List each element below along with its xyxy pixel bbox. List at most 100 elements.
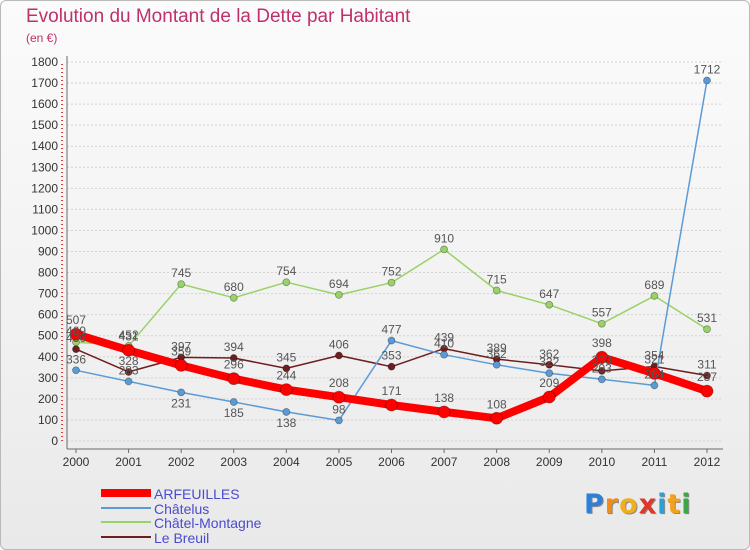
- data-label-arfeuilles: 431: [119, 329, 139, 343]
- data-label-chatel-montagne: 452: [119, 328, 139, 342]
- data-point-chatelus: [703, 76, 711, 85]
- data-label-chatelus: 322: [539, 355, 559, 369]
- y-tick-label: 400: [38, 350, 58, 364]
- data-label-chatelus: 138: [276, 416, 296, 430]
- data-point-chatelus: [177, 388, 186, 397]
- data-point-chatel-montagne: [597, 319, 606, 328]
- data-label-chatelus: 283: [119, 363, 139, 377]
- x-tick-label: 2004: [273, 455, 300, 469]
- x-tick-label: 2010: [588, 455, 615, 469]
- data-label-le-breuil: 389: [487, 341, 507, 355]
- y-tick-label: 0: [51, 434, 58, 448]
- data-point-arfeuilles: [279, 383, 293, 397]
- x-tick-label: 2012: [694, 455, 721, 469]
- data-point-chatel-montagne: [440, 245, 448, 254]
- data-point-arfeuilles: [122, 343, 135, 357]
- data-point-le-breuil: [72, 345, 80, 354]
- y-tick-label: 300: [38, 371, 58, 385]
- data-label-chatelus: 477: [381, 323, 401, 337]
- data-label-le-breuil: 406: [329, 338, 349, 352]
- y-tick-label: 700: [38, 287, 58, 301]
- grid: 0 100 200 300 400 500 600 700 800 900 1000 1100 1200…: [31, 55, 723, 448]
- data-point-chatel-montagne: [545, 300, 554, 309]
- data-point-chatel-montagne: [282, 278, 291, 287]
- data-point-arfeuilles: [332, 390, 346, 404]
- data-label-le-breuil: 354: [644, 348, 664, 362]
- data-label-chatelus: 410: [434, 337, 454, 351]
- data-point-chatel-montagne: [335, 290, 343, 299]
- data-label-arfeuilles: 321: [644, 352, 664, 366]
- data-point-chatelus: [335, 416, 343, 425]
- y-tick-label: 1800: [31, 55, 58, 69]
- data-point-chatel-montagne: [492, 286, 501, 295]
- x-tick-label: 2011: [642, 455, 668, 469]
- data-point-arfeuilles: [227, 372, 241, 386]
- data-point-le-breuil: [387, 362, 396, 371]
- logo-letter: P: [584, 489, 605, 520]
- data-point-arfeuilles: [437, 405, 451, 419]
- chart-subtitle: (en €): [26, 31, 58, 45]
- data-point-le-breuil: [282, 364, 291, 373]
- x-ticks: 2000 2001 2002 2003 2004 2005 2006 2007 2008 2009…: [63, 449, 721, 469]
- y-tick-label: 600: [38, 308, 58, 322]
- y-tick-label: 200: [38, 392, 58, 406]
- data-label-chatel-montagne: 680: [224, 280, 244, 294]
- data-label-arfeuilles: 244: [276, 369, 296, 383]
- x-tick-label: 2001: [115, 455, 142, 469]
- data-label-arfeuilles: 237: [697, 370, 717, 384]
- y-tick-label: 1500: [31, 118, 58, 132]
- data-point-chatel-montagne: [177, 280, 186, 289]
- data-point-arfeuilles: [542, 390, 556, 404]
- legend-label-chatelus: Châtelus: [154, 501, 209, 517]
- data-label-chatel-montagne: 910: [434, 231, 454, 245]
- data-label-chatel-montagne: 469: [66, 324, 86, 338]
- data-label-chatel-montagne: 531: [697, 311, 717, 325]
- data-label-chatel-montagne: 694: [329, 277, 349, 291]
- data-label-arfeuilles: 398: [592, 336, 612, 350]
- logo-letter: o: [619, 489, 639, 520]
- x-tick-label: 2006: [378, 455, 405, 469]
- legend-label-le-breuil: Le Breuil: [154, 530, 209, 546]
- data-point-chatelus: [387, 336, 396, 345]
- x-tick-label: 2008: [483, 455, 510, 469]
- y-tick-label: 1600: [31, 97, 58, 111]
- data-point-le-breuil: [335, 351, 343, 360]
- data-point-le-breuil: [545, 360, 554, 369]
- data-label-arfeuilles: 359: [171, 344, 191, 358]
- x-tick-label: 2009: [536, 455, 563, 469]
- data-point-chatel-montagne: [650, 292, 659, 300]
- data-label-chatel-montagne: 647: [539, 287, 559, 301]
- data-label-chatel-montagne: 557: [592, 306, 612, 320]
- data-label-le-breuil: 397: [171, 339, 191, 353]
- legend-label-chatel-montagne: Châtel-Montagne: [154, 515, 262, 531]
- data-point-arfeuilles: [595, 350, 609, 364]
- data-label-chatel-montagne: 745: [171, 266, 191, 280]
- data-label-chatel-montagne: 754: [276, 264, 296, 278]
- series-lines: [69, 76, 714, 425]
- data-label-arfeuilles: 507: [66, 313, 86, 327]
- y-tick-label: 100: [38, 413, 58, 427]
- data-point-arfeuilles: [385, 398, 398, 412]
- data-label-le-breuil: 362: [539, 347, 559, 361]
- chart-title: Evolution du Montant de la Dette par Hab…: [26, 6, 411, 27]
- y-tick-label: 1000: [31, 223, 58, 237]
- logo-letter: r: [604, 489, 620, 520]
- data-point-chatelus: [492, 360, 501, 369]
- data-point-arfeuilles: [69, 327, 83, 341]
- data-point-chatelus: [124, 377, 133, 386]
- data-point-chatelus: [597, 375, 606, 384]
- data-point-arfeuilles: [700, 384, 714, 398]
- data-point-chatelus: [650, 381, 659, 390]
- data-label-chatel-montagne: 689: [644, 278, 664, 292]
- x-tick-label: 2003: [220, 455, 247, 469]
- data-label-le-breuil: 436: [66, 331, 86, 345]
- y-tick-label: 800: [38, 266, 58, 280]
- data-label-chatelus: 336: [66, 352, 86, 366]
- x-tick-label: 2005: [326, 455, 353, 469]
- logo-letter: i: [681, 489, 692, 520]
- data-label-chatelus: 185: [224, 406, 244, 420]
